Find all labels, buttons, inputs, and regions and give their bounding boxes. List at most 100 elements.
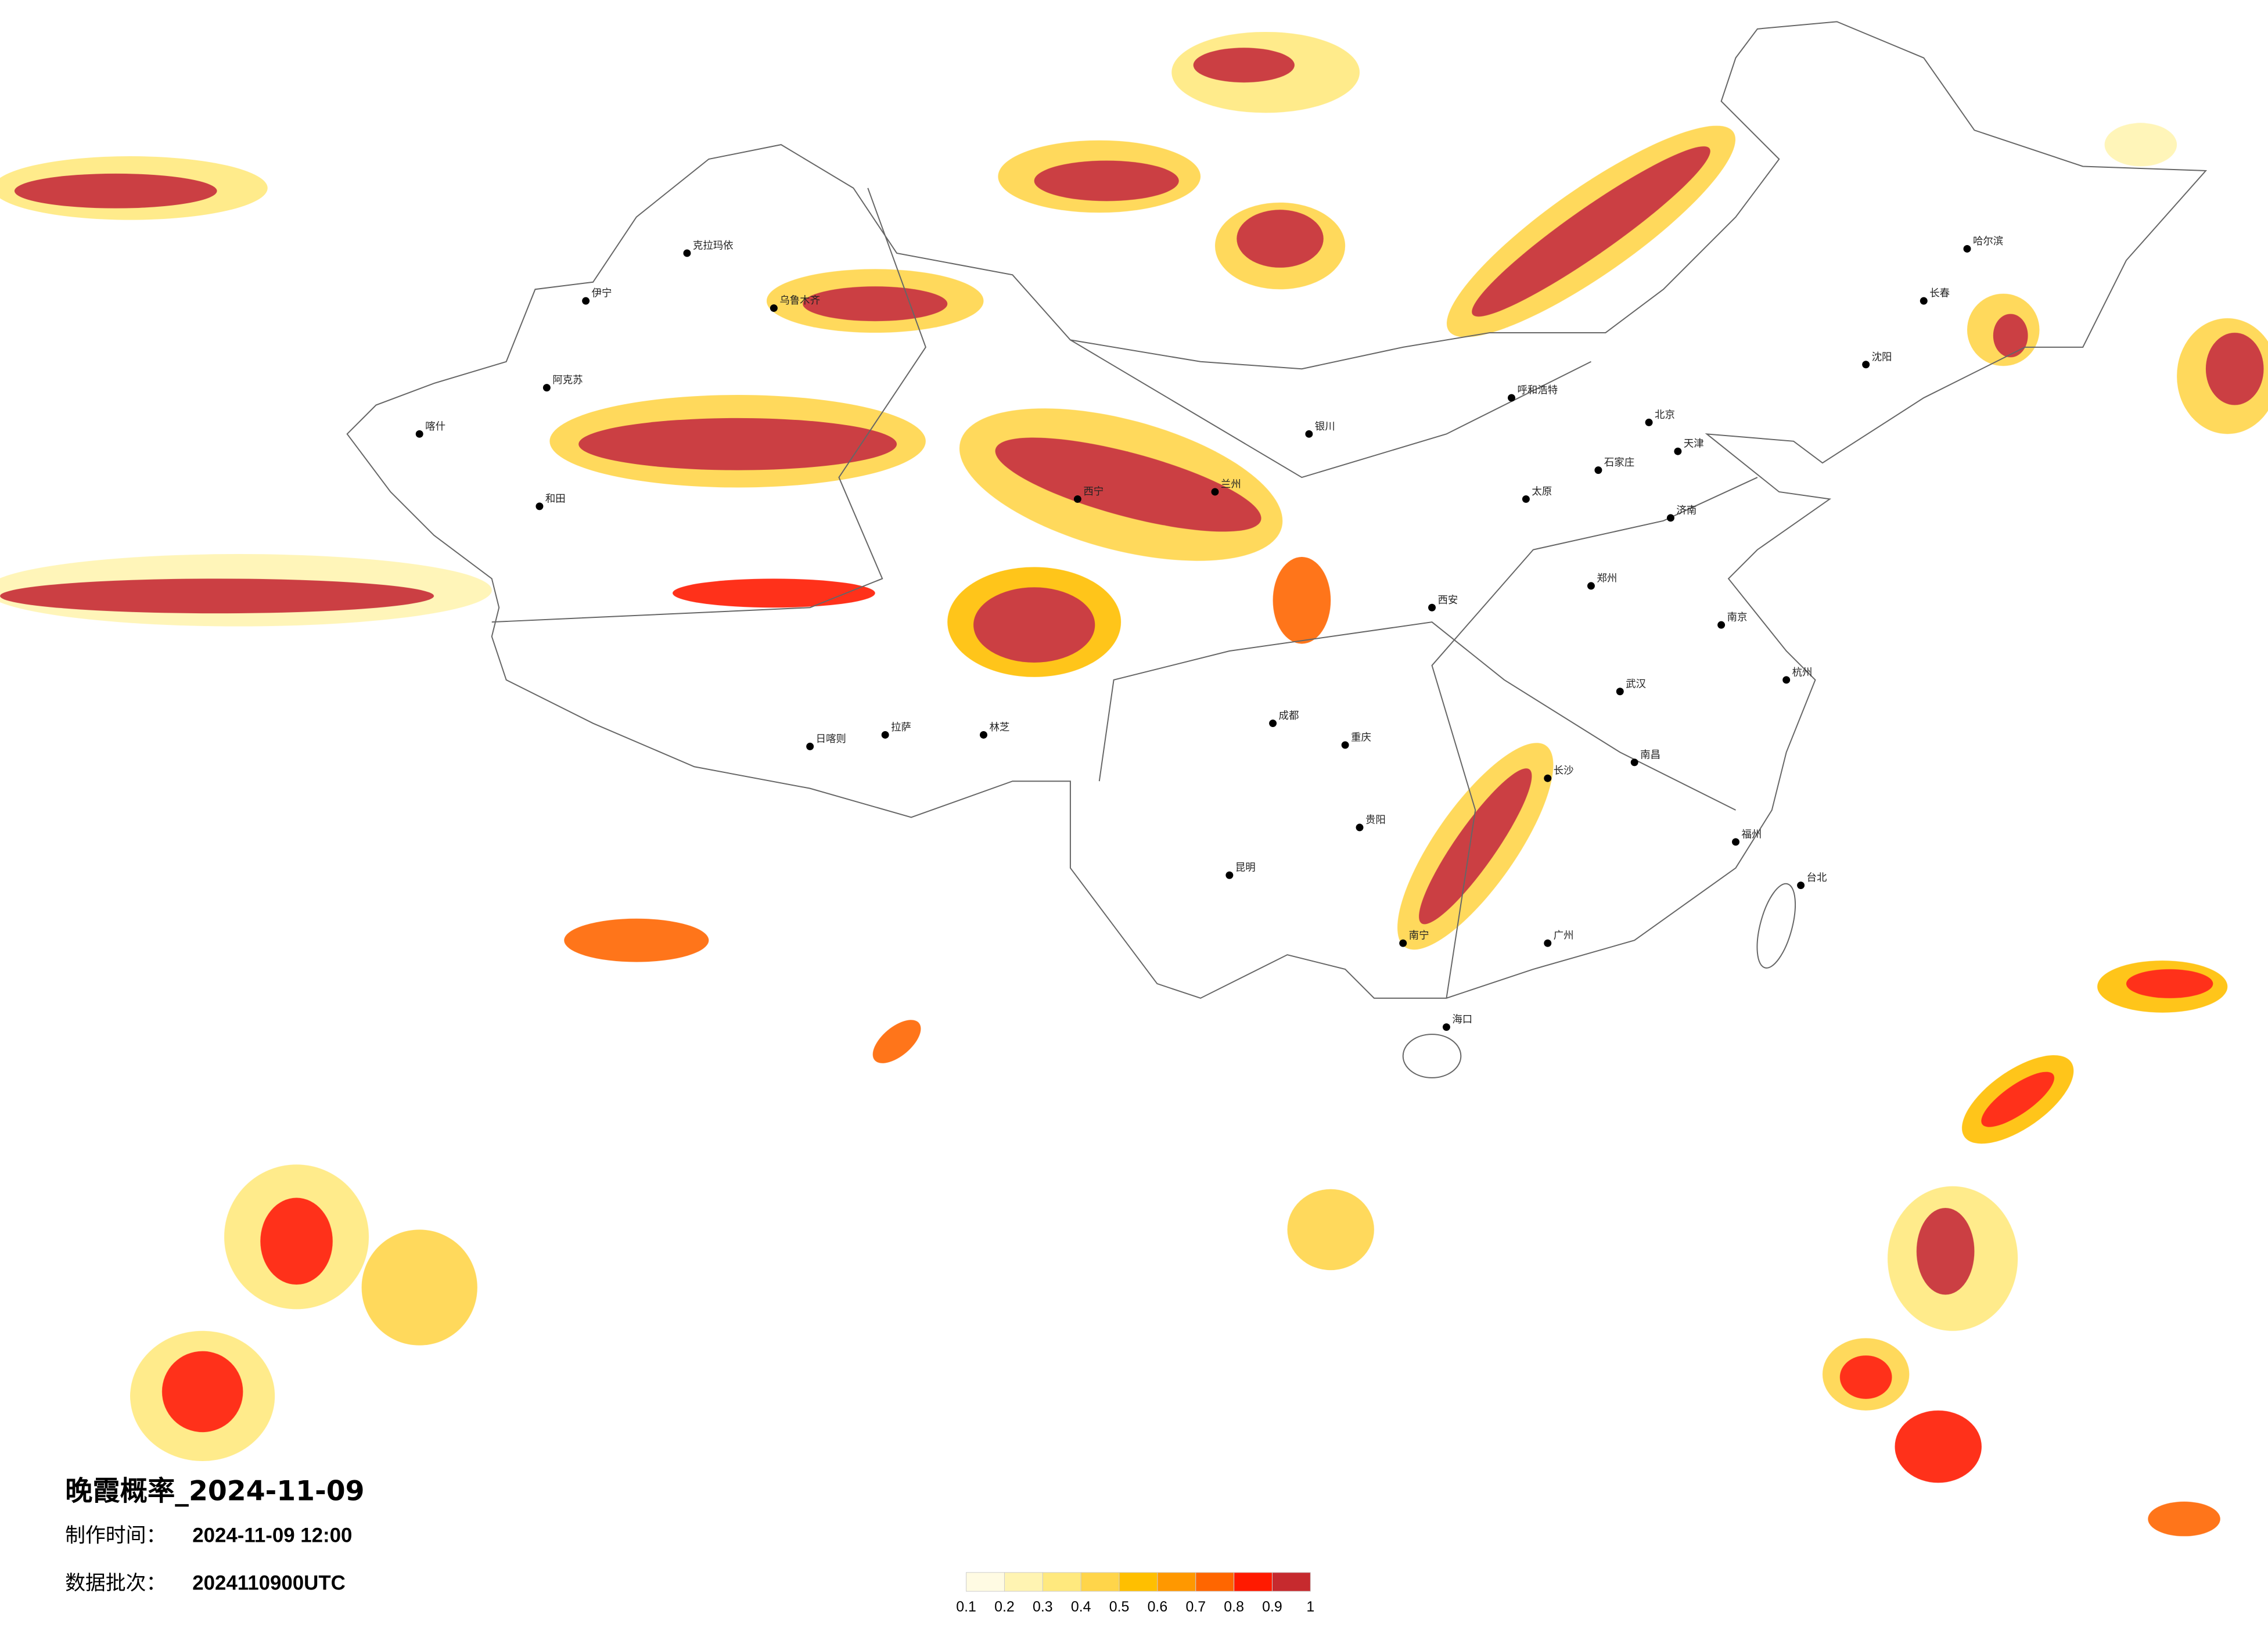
city-label: 贵阳 (1365, 814, 1386, 826)
boundaries (346, 21, 2208, 1078)
city-label: 北京 (1655, 409, 1675, 421)
made-label: 制作时间： (65, 1524, 166, 1547)
city-dot (535, 502, 544, 510)
city-label: 南京 (1727, 612, 1748, 624)
city-dot (1717, 621, 1726, 629)
city-dot (806, 742, 814, 750)
legend-swatch (1195, 1572, 1235, 1592)
city-label: 兰州 (1221, 479, 1241, 490)
city-dot (1782, 676, 1791, 684)
city-label: 拉萨 (891, 722, 911, 733)
city-dot (1341, 741, 1349, 749)
batch-label: 数据批次： (65, 1572, 166, 1595)
city-dot (1732, 838, 1739, 846)
city-label: 重庆 (1351, 732, 1371, 743)
legend-tick-label: 0.7 (1185, 1599, 1206, 1615)
city-dot (1073, 495, 1081, 503)
city-label: 呼和浩特 (1517, 385, 1558, 397)
legend-swatch (1119, 1572, 1158, 1592)
city-label: 和田 (545, 493, 566, 505)
city-dot (1508, 394, 1515, 402)
city-label: 乌鲁木齐 (779, 295, 820, 307)
city-dot (1428, 603, 1436, 611)
city-label: 成都 (1279, 710, 1299, 722)
city-dot (770, 304, 778, 312)
legend-tick-label: 0.1 (956, 1599, 976, 1615)
city-dot (980, 731, 987, 739)
city-label: 太原 (1532, 486, 1552, 498)
city-dot (1544, 774, 1552, 782)
city-dot (881, 731, 889, 739)
city-dot (1616, 688, 1624, 696)
city-dot (1225, 871, 1234, 879)
city-dot (1544, 939, 1552, 947)
city-dot (1305, 430, 1313, 438)
city-label: 沈阳 (1872, 351, 1892, 363)
city-label: 哈尔滨 (1973, 236, 2003, 247)
city-label: 广州 (1554, 930, 1574, 942)
city-dot (1269, 720, 1277, 728)
city-dot (1356, 823, 1364, 832)
legend-tick-label: 0.4 (1071, 1599, 1091, 1615)
legend: 0.1 0.2 0.3 0.4 0.5 0.6 0.7 0.8 0.9 1 (956, 1572, 1314, 1615)
legend-swatch (966, 1572, 1005, 1592)
legend-swatch (1271, 1572, 1311, 1592)
city-dot (1522, 495, 1530, 503)
legend-swatch (1234, 1572, 1273, 1592)
city-dot (683, 249, 691, 257)
city-label: 阿克苏 (552, 375, 583, 386)
city-label: 银川 (1315, 421, 1335, 433)
city-label: 喀什 (425, 421, 445, 433)
city-label: 石家庄 (1604, 457, 1634, 469)
legend-tick-label: 0.2 (994, 1599, 1015, 1615)
city-dot (1630, 758, 1638, 767)
city-dot (415, 430, 423, 438)
city-dot (1399, 939, 1407, 947)
title: 晚霞概率_2024-11-09 (65, 1475, 364, 1507)
city-dot (1211, 488, 1219, 496)
legend-swatch (1080, 1572, 1120, 1592)
city-dot (1797, 882, 1805, 890)
legend-tick-label: 0.6 (1148, 1599, 1168, 1615)
probability-field (0, 31, 2268, 1537)
city-dot (1442, 1023, 1450, 1031)
legend-tick-label: 0.8 (1224, 1599, 1244, 1615)
legend-tick-label: 0.9 (1262, 1599, 1282, 1615)
city-dot (1920, 297, 1928, 305)
city-dot (1594, 466, 1602, 474)
city-label: 长春 (1929, 288, 1950, 300)
legend-tick-label: 1 (1306, 1599, 1314, 1615)
batch: 2024110900UTC (192, 1572, 346, 1595)
made-time: 2024-11-09 12:00 (192, 1524, 352, 1547)
city-label: 日喀则 (816, 733, 846, 745)
city-label: 克拉玛依 (693, 240, 734, 251)
legend-tick-label: 0.5 (1109, 1599, 1130, 1615)
city-label: 天津 (1684, 438, 1704, 450)
city-label: 武汉 (1626, 678, 1646, 690)
city-dot (1862, 361, 1870, 369)
city-dot (1645, 418, 1653, 426)
legend-swatch (1157, 1572, 1196, 1592)
city-label: 郑州 (1597, 573, 1617, 584)
city-dot (1674, 447, 1682, 455)
city-label: 西宁 (1083, 486, 1104, 498)
city-dot (582, 297, 590, 305)
city-label: 林芝 (989, 722, 1009, 733)
legend-tick-label: 0.3 (1033, 1599, 1053, 1615)
city-dot (1666, 514, 1674, 522)
legend-swatch (1004, 1572, 1043, 1592)
city-dot (1963, 244, 1971, 253)
city-label: 济南 (1676, 505, 1696, 516)
city-label: 台北 (1807, 872, 1827, 884)
city-label: 海口 (1452, 1014, 1472, 1026)
city-label: 南昌 (1640, 749, 1660, 761)
city-label: 杭州 (1792, 667, 1813, 678)
city-label: 福州 (1741, 829, 1762, 840)
city-label: 昆明 (1235, 862, 1256, 874)
legend-swatch (1042, 1572, 1081, 1592)
city-dot (1587, 582, 1595, 590)
